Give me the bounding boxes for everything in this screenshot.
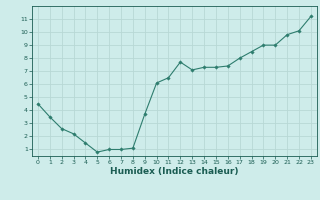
X-axis label: Humidex (Indice chaleur): Humidex (Indice chaleur) — [110, 167, 239, 176]
